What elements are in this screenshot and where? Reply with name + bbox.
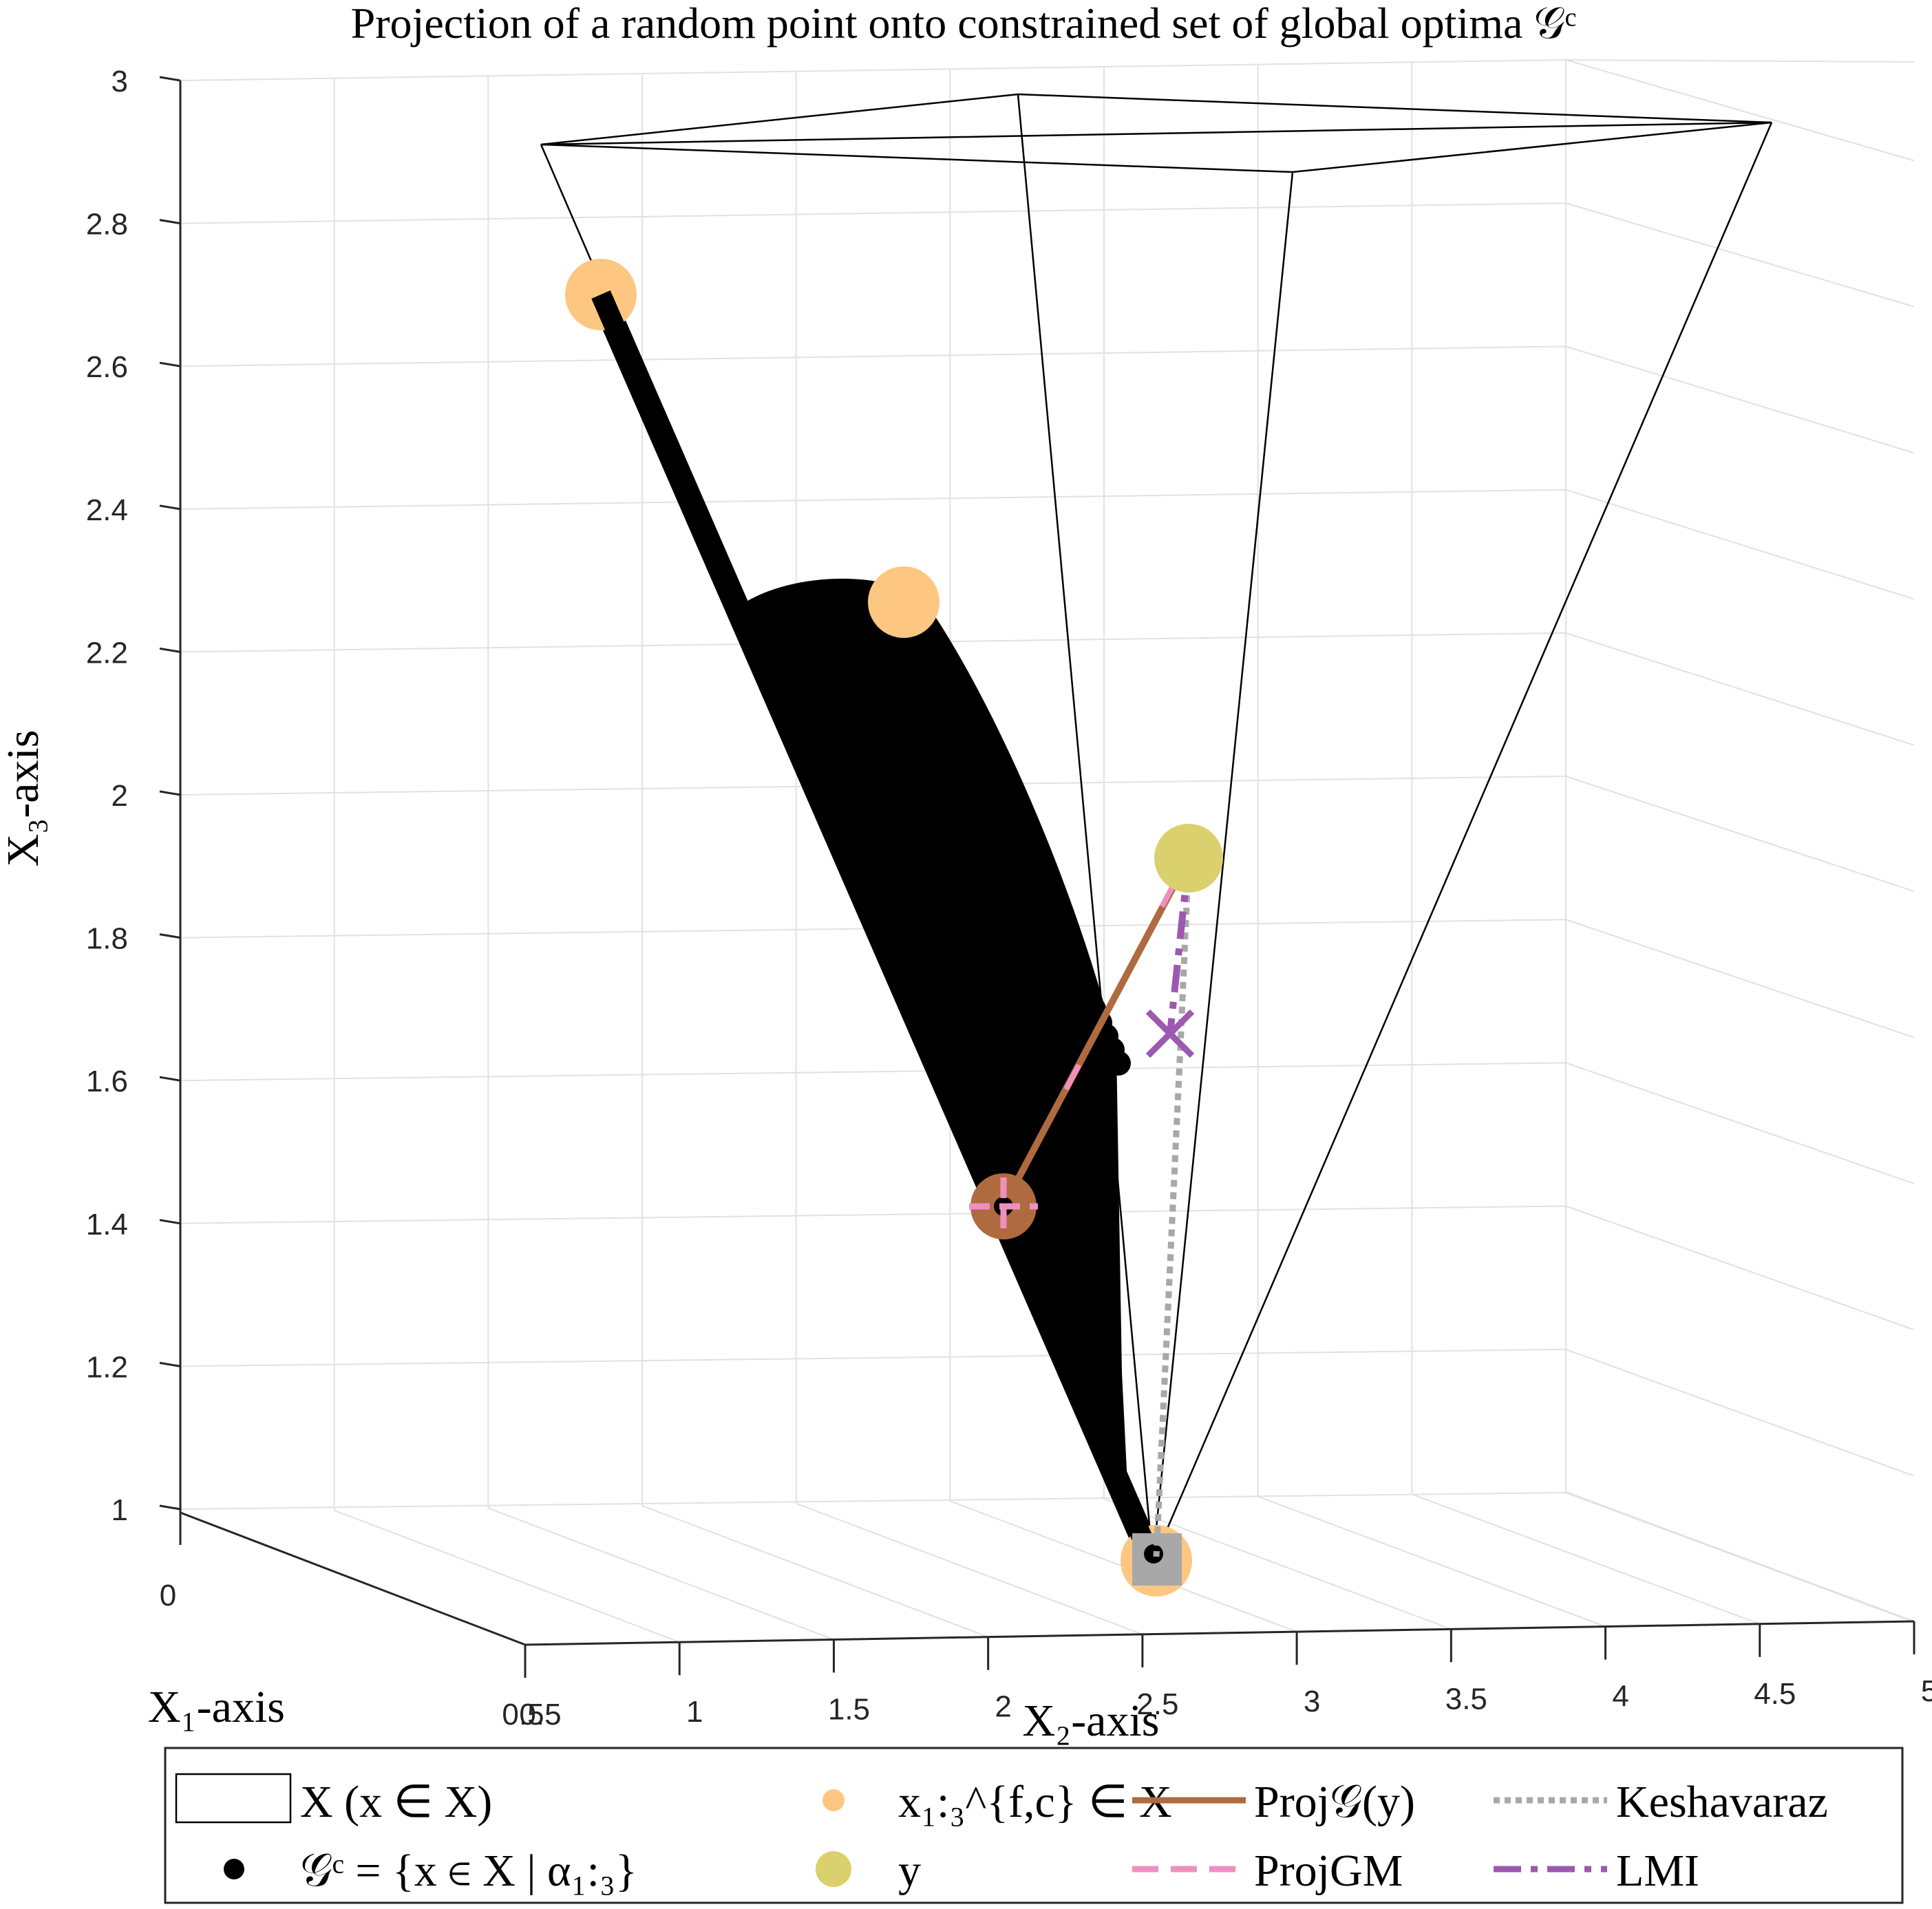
proj-path bbox=[1000, 856, 1192, 1208]
z-tick-mark bbox=[159, 1076, 181, 1082]
z-tick-mark bbox=[159, 790, 181, 796]
x2-tick-label: 3.5 bbox=[1445, 1682, 1487, 1716]
legend-swatch-G bbox=[224, 1859, 244, 1879]
lmi-path bbox=[1167, 857, 1192, 1034]
z-axis-label: X₃-axis bbox=[0, 730, 48, 867]
legend: X (x ∈ X) 𝒢ᶜ = {x ∈ X | α₁:₃} x₁:₃^{f,c} ∈… bbox=[164, 1747, 1904, 1904]
grid-line-side bbox=[1565, 345, 1915, 454]
x2-tick-label: 4 bbox=[1612, 1680, 1628, 1714]
z-tick-label: 2 bbox=[112, 779, 128, 813]
grid-floor-line bbox=[796, 1502, 1143, 1635]
z-tick-mark bbox=[159, 1219, 181, 1225]
x2-tick-label: 1.5 bbox=[828, 1692, 870, 1726]
legend-label-G: 𝒢ᶜ = {x ∈ X | α₁:₃} bbox=[300, 1846, 637, 1896]
feasible-set-diagonal bbox=[540, 121, 1772, 146]
grid-line-side bbox=[1565, 1348, 1915, 1477]
legend-box bbox=[164, 1747, 1904, 1904]
z-tick-label: 2.6 bbox=[86, 350, 128, 384]
grid-line-side bbox=[1565, 632, 1915, 746]
x2-tick-label: 2.5 bbox=[1136, 1687, 1178, 1721]
grid-line-side bbox=[1565, 489, 1915, 600]
legend-swatch-X bbox=[175, 1773, 292, 1824]
legend-label-proj: Proj𝒢(y) bbox=[1254, 1777, 1415, 1827]
grid-floor-line bbox=[1411, 1493, 1761, 1625]
grid-line-x3 bbox=[180, 202, 1567, 224]
grid-line-x3 bbox=[180, 489, 1567, 510]
keshavaraz-path bbox=[1153, 857, 1192, 1557]
grid-floor-line bbox=[1103, 1498, 1452, 1630]
grid-side-bottom bbox=[1565, 1491, 1915, 1622]
grid-floor-line bbox=[641, 1505, 989, 1638]
z-tick-mark bbox=[159, 1361, 181, 1367]
z-tick-mark bbox=[159, 219, 181, 225]
z-tick-label: 1.4 bbox=[86, 1208, 128, 1241]
grid-floor-line bbox=[487, 1507, 834, 1641]
z-tick-label: 1.8 bbox=[86, 922, 128, 956]
grid-line-x3 bbox=[180, 1062, 1567, 1082]
grid-floor-line bbox=[1257, 1495, 1606, 1628]
chart-title: Projection of a random point onto constr… bbox=[351, 0, 1577, 47]
grid-line-side bbox=[1565, 919, 1915, 1038]
x2-axis-line bbox=[524, 1620, 1915, 1646]
grid-floor-line bbox=[334, 1509, 680, 1643]
feasible-set-edge bbox=[1151, 171, 1294, 1563]
grid-line-x3 bbox=[180, 1348, 1567, 1367]
lmi-marker bbox=[1145, 1009, 1195, 1058]
grid-side-top bbox=[1565, 59, 1915, 63]
x2-tick-label: 0.5 bbox=[519, 1698, 561, 1731]
y-axis-label: X₂-axis bbox=[1023, 1696, 1160, 1746]
z-tick-label: 2.2 bbox=[86, 636, 128, 670]
x1-tick-label: 0.5 bbox=[502, 1698, 544, 1731]
z-tick-mark bbox=[159, 933, 181, 939]
feasible-set-edge bbox=[1151, 122, 1773, 1563]
grid-line-side bbox=[1565, 1062, 1915, 1184]
x2-tick-label: 5 bbox=[1921, 1674, 1932, 1708]
z-tick-mark bbox=[159, 504, 181, 511]
legend-label-xf: x₁:₃^{f,c} ∈ X bbox=[898, 1777, 1172, 1827]
tick-labels: 1 1.2 1.4 1.6 1.8 2 2.2 2.4 2.6 2.8 3 0.5 1 1.5 2 2.5 3 3… bbox=[86, 65, 1932, 1731]
legend-swatch-y bbox=[816, 1851, 851, 1887]
x2-tick-label: 1 bbox=[686, 1695, 703, 1729]
xf-point bbox=[868, 566, 940, 638]
z-tick-mark bbox=[159, 647, 181, 653]
z-tick-mark bbox=[159, 361, 181, 367]
grid-line-side bbox=[1565, 202, 1915, 308]
feasible-set-edge bbox=[1017, 94, 1154, 1563]
z-tick-label: 3 bbox=[112, 65, 128, 98]
points bbox=[565, 259, 1223, 1597]
grid-line-x3 bbox=[180, 1492, 1567, 1510]
global-optima-point bbox=[1106, 1051, 1131, 1076]
legend-label-projgm: ProjGM bbox=[1254, 1846, 1403, 1896]
grid-line-x3 bbox=[180, 59, 1567, 81]
legend-label-y: y bbox=[898, 1846, 921, 1896]
x2-tick-label: 4.5 bbox=[1754, 1677, 1796, 1711]
grid bbox=[180, 59, 1915, 1645]
y-point bbox=[1154, 824, 1223, 893]
axes bbox=[159, 76, 1915, 1678]
global-optima-edge bbox=[591, 290, 1163, 1566]
z-tick-label: 2.4 bbox=[86, 493, 128, 527]
x1-tick-label: 0 bbox=[160, 1579, 176, 1612]
grid-line-side bbox=[1565, 1205, 1915, 1331]
z-tick-label: 1.6 bbox=[86, 1065, 128, 1098]
feasible-set-frame bbox=[540, 93, 1773, 1563]
grid-line-x3 bbox=[180, 1205, 1567, 1224]
grid-line-side bbox=[1565, 59, 1915, 162]
legend-label-keshavaraz: Keshavaraz bbox=[1616, 1777, 1828, 1827]
grid-line-side bbox=[1565, 776, 1915, 893]
z-tick-mark bbox=[159, 76, 181, 82]
grid-line-x3 bbox=[180, 345, 1567, 367]
z-tick-label: 1.2 bbox=[86, 1350, 128, 1384]
legend-label-lmi: LMI bbox=[1616, 1846, 1699, 1896]
z-tick-mark bbox=[159, 1504, 181, 1511]
z-tick-label: 2.8 bbox=[86, 208, 128, 242]
legend-swatch-xf bbox=[822, 1789, 845, 1811]
x2-tick-label: 2 bbox=[995, 1690, 1011, 1724]
legend-label-X: X (x ∈ X) bbox=[300, 1777, 492, 1827]
x1-axis-line bbox=[180, 1511, 526, 1646]
x-axis-label: X₁-axis bbox=[148, 1682, 285, 1732]
x2-tick-label: 3 bbox=[1304, 1685, 1320, 1718]
z-tick-label: 1 bbox=[112, 1493, 128, 1527]
